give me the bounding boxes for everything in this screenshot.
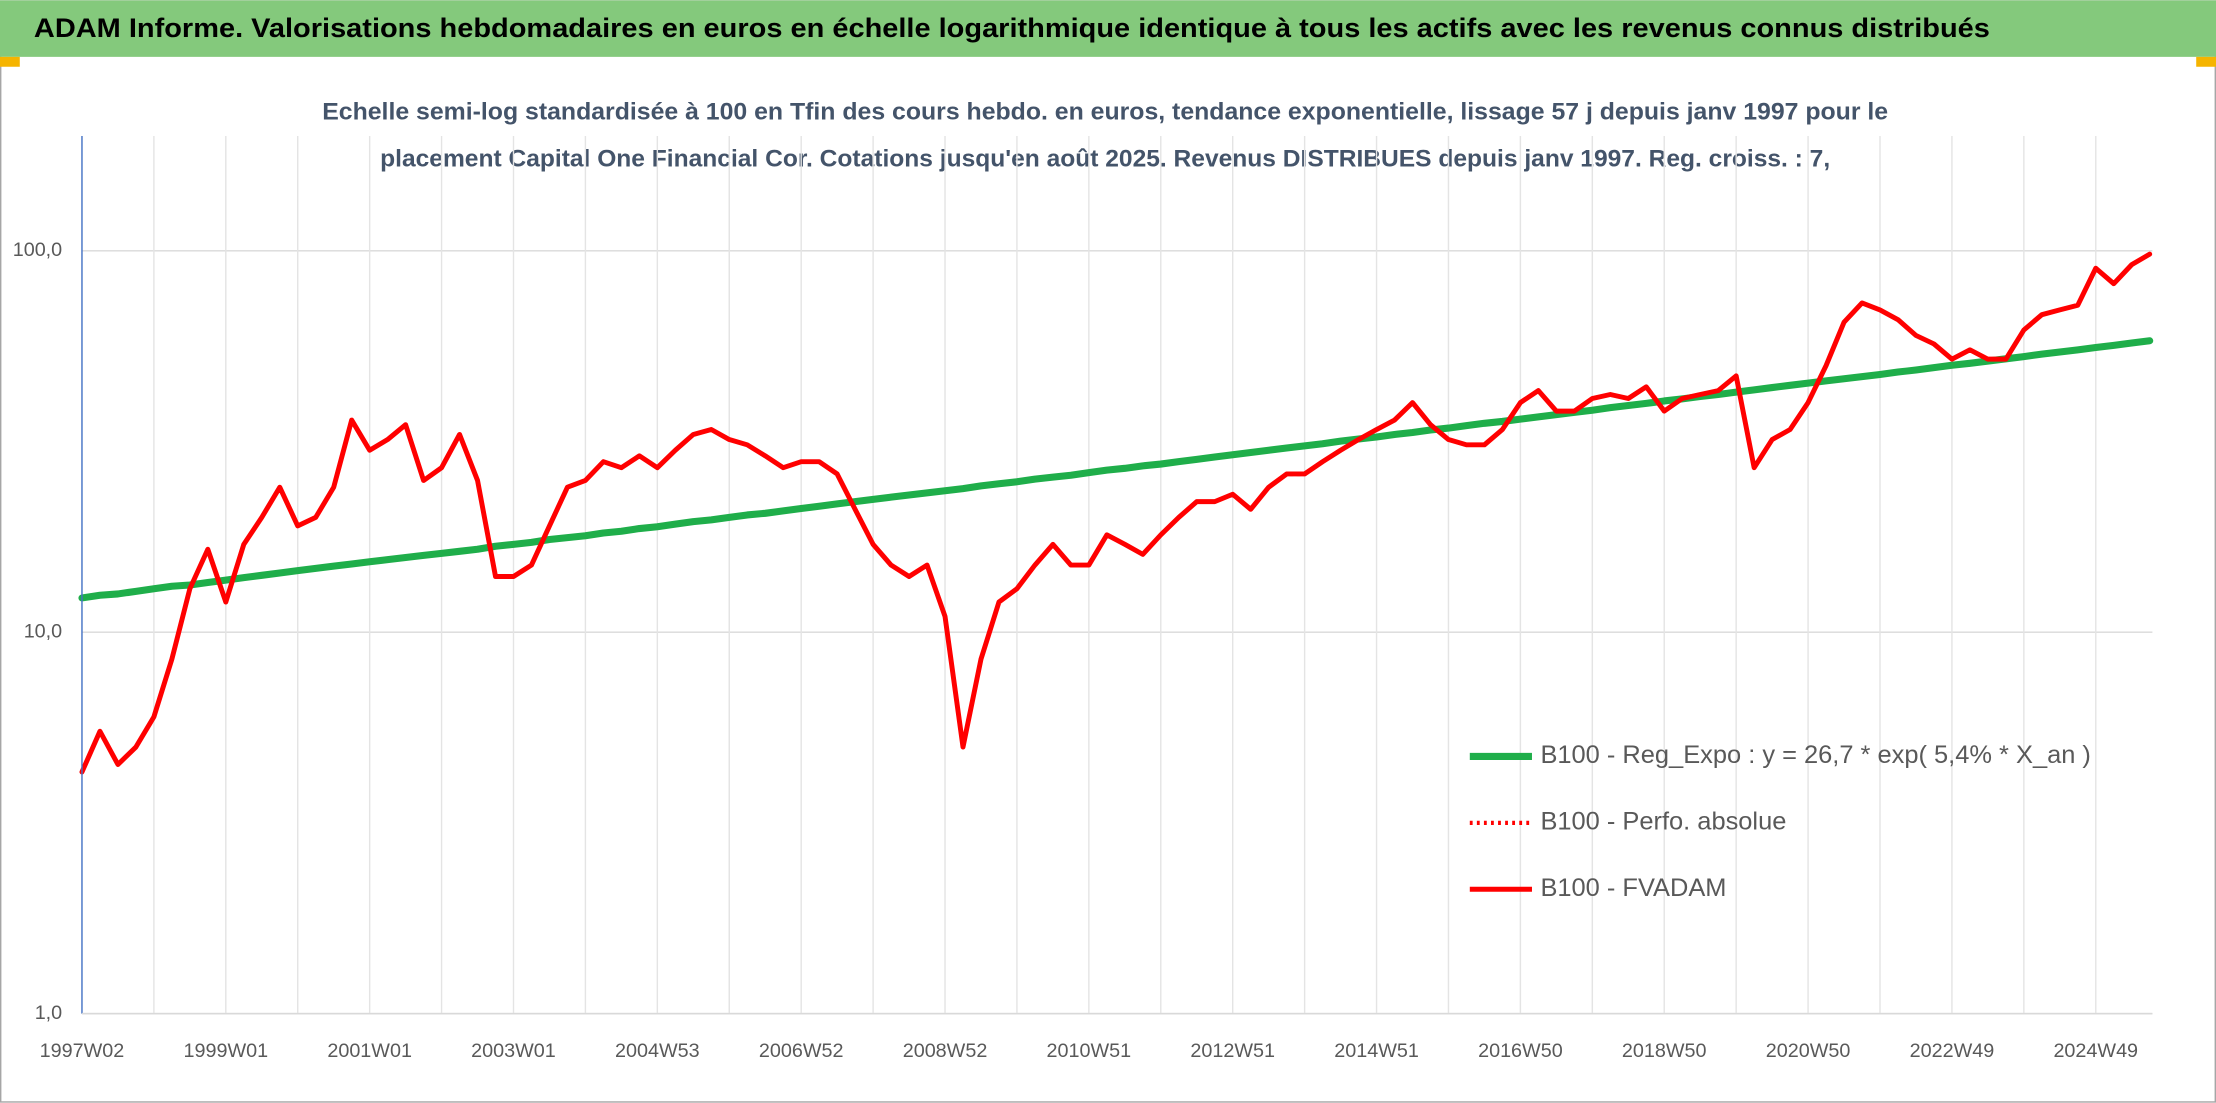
x-tick-label: 2018W50 [1622,1040,1707,1062]
axes: 1,0 10,0 100,0 1997W02 1999W01 2001W01 2003W01… [13,136,2153,1062]
y-tick-label: 100,0 [13,239,62,261]
x-tick-label: 2010W51 [1047,1040,1132,1062]
corner-right [2196,56,2216,67]
x-tick-label: 2006W52 [759,1040,844,1062]
series-line [79,251,2153,775]
y-tick-label: 1,0 [35,1002,62,1024]
x-tick-label: 2014W51 [1334,1040,1419,1062]
grid [81,136,2153,1015]
series-line [78,337,2154,602]
legend-label: B100 - FVADAM [1540,874,1726,902]
corner-left [0,56,20,67]
legend: B100 - Reg_Expo : y = 26,7 * exp( 5,4% *… [1469,741,2091,902]
x-tick-label: 2001W01 [327,1040,412,1062]
header-title: ADAM Informe. Valorisations hebdomadaire… [34,13,1990,43]
subtitle: placement Capital One Financial Cor. Cot… [380,145,1830,172]
x-tick-label: 1999W01 [183,1040,268,1062]
y-tick-label: 10,0 [24,620,62,642]
x-tick-label: 2024W49 [2053,1040,2138,1062]
plot [78,251,2154,775]
x-tick-label: 2008W52 [903,1040,988,1062]
x-tick-label: 1997W02 [40,1040,125,1062]
x-tick-label: 2016W50 [1478,1040,1563,1062]
x-tick-label: 2022W49 [1910,1040,1995,1062]
header-bar [0,0,2216,57]
legend-label: B100 - Reg_Expo : y = 26,7 * exp( 5,4% *… [1540,741,2090,769]
legend-label: B100 - Perfo. absolue [1540,808,1786,836]
x-tick-label: 2003W01 [471,1040,556,1062]
x-tick-label: 2004W53 [615,1040,700,1062]
x-tick-label: 2012W51 [1190,1040,1275,1062]
subtitle: Echelle semi-log standardisée à 100 en T… [322,99,1888,126]
x-tick-label: 2020W50 [1766,1040,1851,1062]
